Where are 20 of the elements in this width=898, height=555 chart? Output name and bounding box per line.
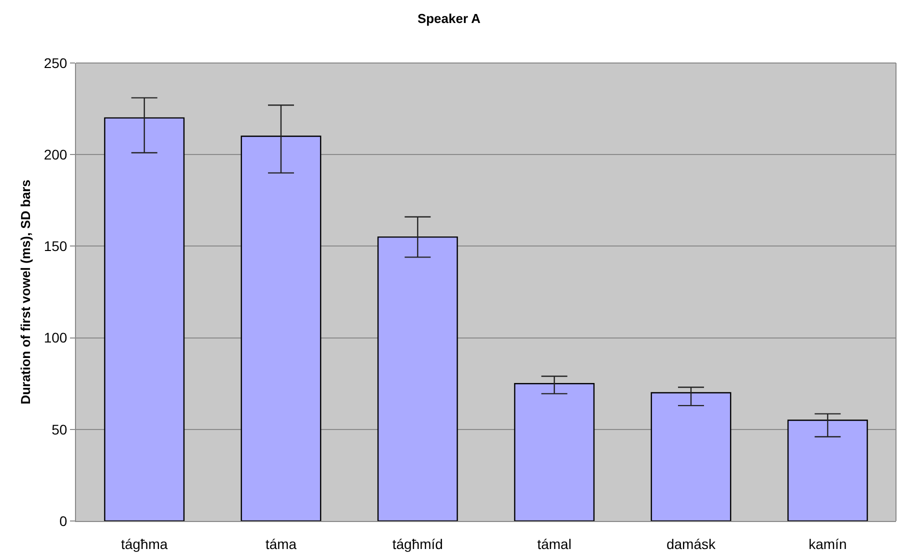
x-tick-label: táma [265, 536, 297, 552]
y-tick-label: 0 [59, 512, 68, 529]
y-tick-label: 100 [44, 330, 68, 346]
bar [377, 236, 458, 521]
chart-title: Speaker A [417, 10, 482, 26]
y-tick-label: 150 [44, 238, 68, 254]
y-tick-label: 200 [44, 146, 68, 162]
x-tick-label: kamín [808, 536, 847, 552]
bar [240, 136, 322, 521]
bar [104, 117, 185, 521]
bar [514, 383, 595, 521]
x-tick-label: támal [537, 536, 572, 552]
y-tick-label: 50 [52, 421, 68, 438]
x-tick-label: tágħmíd [392, 536, 443, 552]
y-tick-label: 250 [44, 54, 68, 71]
x-tick-label: tágħma [120, 536, 168, 552]
bar [787, 420, 868, 521]
bar [650, 392, 732, 521]
y-axis-title: Duration of first vowel (ms), SD bars [18, 180, 33, 404]
x-tick-label: damásk [666, 536, 717, 552]
